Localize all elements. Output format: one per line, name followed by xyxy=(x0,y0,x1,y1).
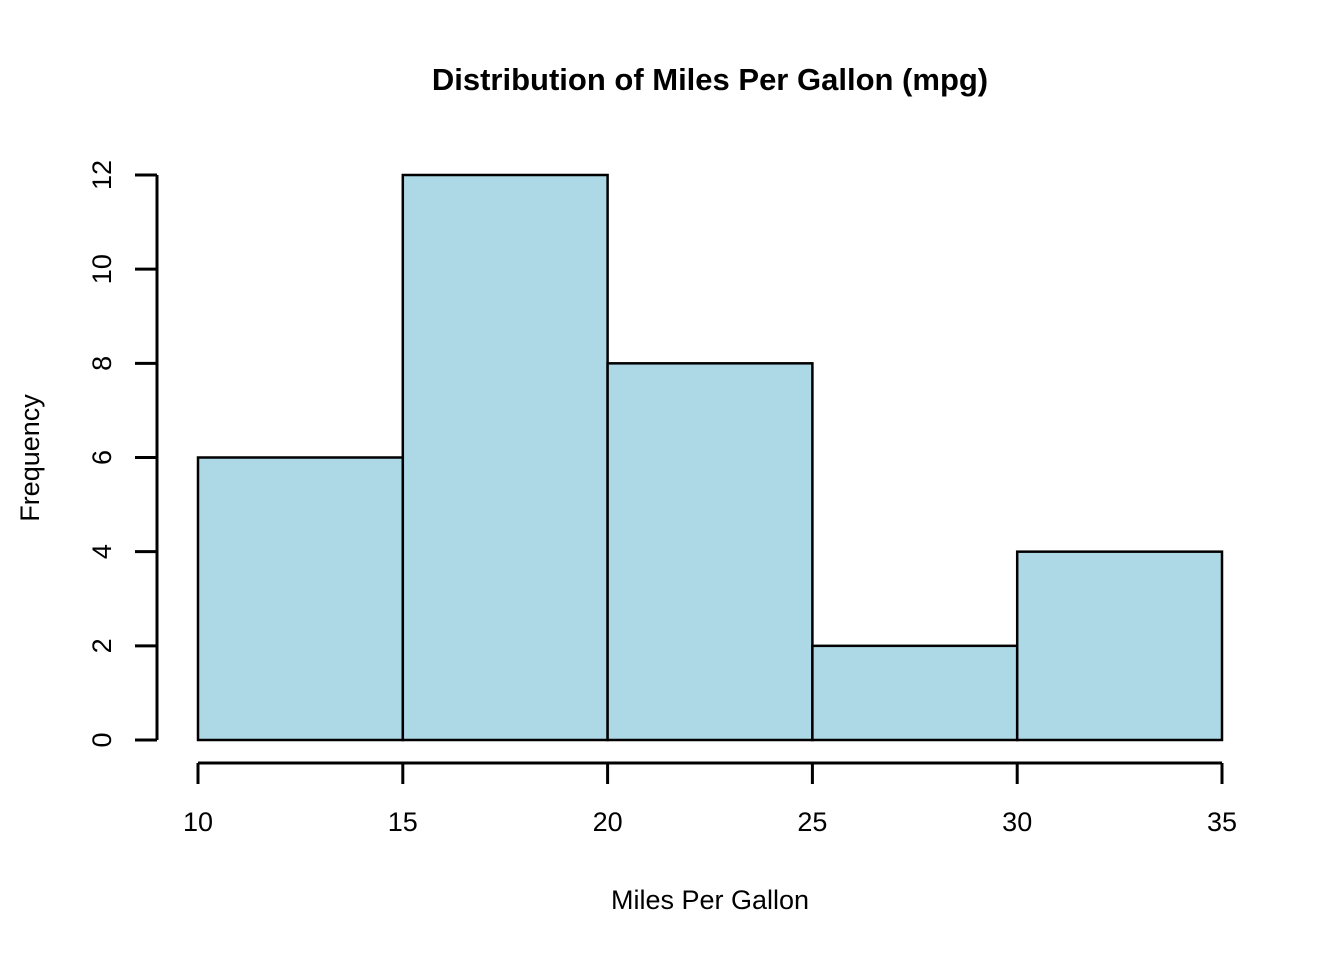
x-tick-label: 10 xyxy=(183,807,213,837)
histogram-bar xyxy=(401,173,609,742)
x-tick-label: 30 xyxy=(1002,807,1032,837)
histogram-bar xyxy=(606,362,814,742)
y-tick-label: 8 xyxy=(87,356,117,371)
histogram-bar xyxy=(196,456,405,742)
x-axis: 10 15 20 25 30 35 xyxy=(183,761,1237,837)
y-tick-label: 4 xyxy=(87,544,117,559)
bars-group xyxy=(196,173,1224,742)
y-tick-label: 6 xyxy=(87,450,117,465)
x-axis-title: Miles Per Gallon xyxy=(610,885,810,915)
histogram-bar xyxy=(1015,550,1224,742)
x-tick-label: 35 xyxy=(1207,807,1237,837)
y-tick-label: 12 xyxy=(87,160,117,190)
y-tick-label: 10 xyxy=(87,254,117,284)
x-tick-label: 25 xyxy=(797,807,827,837)
y-tick-label: 2 xyxy=(87,638,117,653)
chart-title: Distribution of Miles Per Gallon (mpg) xyxy=(431,62,989,97)
y-axis: 0 2 4 6 8 10 12 xyxy=(87,160,159,748)
y-tick-label: 0 xyxy=(87,732,117,747)
x-tick-label: 15 xyxy=(388,807,418,837)
histogram-bar xyxy=(811,644,1019,742)
x-tick-label: 20 xyxy=(593,807,623,837)
